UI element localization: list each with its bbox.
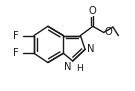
Text: H: H [76, 64, 83, 73]
Text: F: F [14, 31, 19, 41]
Text: N: N [87, 44, 94, 54]
Text: O: O [89, 6, 97, 16]
Text: N: N [64, 62, 72, 72]
Text: O: O [104, 27, 112, 37]
Text: F: F [14, 48, 19, 58]
